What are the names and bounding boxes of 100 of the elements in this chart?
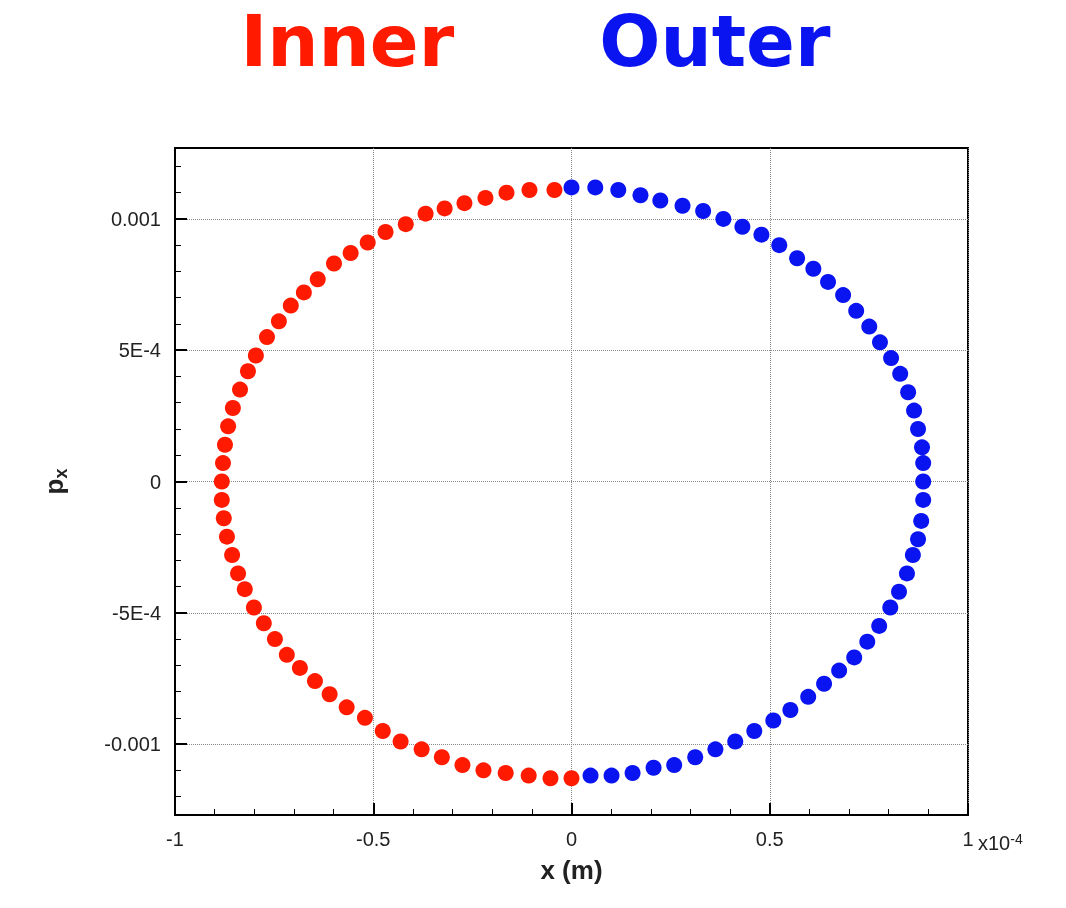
y-axis-title: px: [39, 468, 71, 495]
point: [871, 617, 888, 634]
point: [915, 491, 932, 508]
y-tick-label: -0.001: [104, 733, 161, 756]
point: [603, 767, 620, 784]
point: [326, 255, 342, 272]
point: [816, 675, 833, 692]
point: [436, 200, 453, 217]
point: [913, 512, 930, 529]
point: [239, 363, 256, 380]
point: [632, 187, 649, 204]
point: [891, 583, 908, 600]
point: [846, 649, 863, 666]
point: [624, 764, 641, 781]
point: [454, 757, 471, 774]
point: [215, 510, 232, 527]
point: [674, 197, 691, 214]
point: [734, 218, 751, 235]
point: [220, 418, 237, 435]
point: [727, 733, 744, 750]
point: [520, 767, 537, 784]
point: [892, 365, 909, 382]
point: [456, 195, 473, 212]
point: [374, 722, 391, 739]
point: [397, 216, 414, 233]
point: [914, 439, 931, 456]
point: [224, 547, 241, 564]
point: [765, 712, 782, 729]
point: [542, 770, 559, 787]
point: [652, 192, 669, 209]
x-tick-label: -1: [166, 828, 184, 850]
point: [270, 313, 287, 330]
x-tick-label: 0: [565, 828, 578, 850]
point: [753, 226, 770, 243]
point: [645, 759, 662, 776]
point: [915, 455, 932, 472]
point: [230, 565, 247, 582]
x-tick-label: -0.5: [356, 828, 391, 850]
point: [433, 749, 450, 766]
point: [247, 347, 264, 364]
point: [218, 528, 235, 545]
point: [910, 420, 927, 437]
point: [282, 297, 299, 314]
point: [213, 491, 230, 508]
point: [687, 749, 704, 766]
point: [342, 245, 359, 262]
y-tick-label: 5E-4: [118, 339, 161, 362]
point: [521, 182, 538, 199]
point: [563, 770, 580, 787]
point: [906, 402, 923, 419]
point: [848, 302, 865, 319]
point: [359, 234, 376, 251]
point: [255, 615, 272, 632]
point: [377, 224, 394, 241]
point: [904, 547, 921, 564]
point: [214, 455, 231, 472]
point: [266, 631, 283, 648]
point: [771, 237, 788, 254]
series-label: Outer: [599, 0, 831, 83]
point: [587, 179, 604, 196]
point: [900, 384, 917, 401]
point: [861, 318, 878, 335]
point: [338, 699, 355, 716]
point: [475, 762, 492, 779]
point: [859, 633, 876, 650]
point: [871, 334, 888, 351]
point: [883, 350, 900, 367]
point: [236, 581, 253, 598]
point: [291, 659, 308, 676]
point: [666, 757, 683, 774]
point: [915, 473, 932, 490]
point: [259, 329, 275, 346]
point: [707, 741, 724, 758]
point: [295, 284, 312, 301]
point: [715, 210, 732, 227]
point: [477, 189, 494, 206]
point: [789, 250, 806, 267]
x-tick-label: 1: [962, 828, 974, 850]
point: [498, 184, 515, 201]
point: [546, 182, 563, 199]
point: [800, 688, 817, 705]
point: [306, 673, 323, 690]
x-axis-title: x (m): [540, 855, 603, 885]
point: [392, 733, 409, 750]
point: [695, 203, 712, 220]
point: [213, 473, 230, 490]
y-tick-label: 0: [149, 470, 161, 493]
point: [831, 662, 848, 679]
y-tick-label: 0.001: [110, 207, 161, 230]
point: [898, 565, 915, 582]
point: [224, 399, 241, 416]
point: [882, 599, 899, 616]
point: [278, 646, 295, 663]
point: [356, 709, 373, 726]
point: [910, 531, 927, 548]
point: [245, 599, 262, 616]
point: [582, 767, 599, 784]
point: [497, 764, 514, 781]
point: [782, 701, 799, 718]
x-tick-label: 0.5: [755, 828, 784, 850]
